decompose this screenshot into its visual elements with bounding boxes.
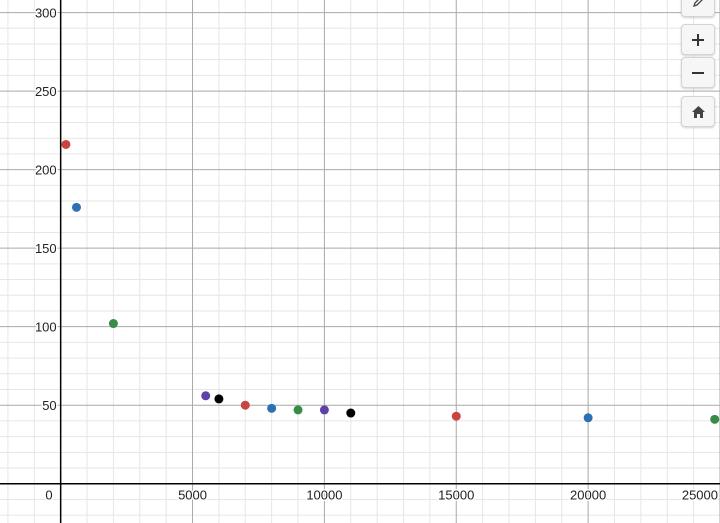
y-tick-label: 250	[35, 84, 57, 99]
y-tick-label: 200	[35, 163, 57, 178]
x-tick-label: 15000	[438, 488, 474, 503]
minus-icon	[692, 71, 704, 74]
data-point	[71, 202, 81, 212]
y-tick-label: 50	[42, 398, 56, 413]
data-point	[201, 391, 211, 401]
pencil-icon	[692, 0, 703, 7]
data-point	[293, 405, 303, 415]
data-point	[240, 400, 250, 410]
data-point	[583, 413, 593, 423]
data-point	[61, 139, 71, 149]
zoom-in-button[interactable]	[681, 24, 715, 55]
y-tick-label: 150	[35, 241, 57, 256]
x-tick-label: 25000	[682, 488, 718, 503]
origin-label: 0	[45, 488, 52, 503]
zoom-out-button[interactable]	[681, 57, 715, 88]
x-tick-label: 5000	[178, 488, 207, 503]
y-tick-label: 100	[35, 320, 57, 335]
data-points	[61, 139, 720, 424]
x-tick-label: 10000	[306, 488, 342, 503]
home-button[interactable]	[681, 96, 715, 127]
data-point	[214, 394, 224, 404]
data-point	[451, 411, 461, 421]
y-tick-label: 300	[35, 6, 57, 21]
tick-labels: 5000 10000 15000 20000 25000 50 100 150 200 250 30…	[33, 4, 719, 504]
home-icon	[691, 105, 705, 118]
data-point	[346, 408, 356, 418]
data-point	[267, 403, 277, 413]
data-point	[108, 319, 118, 329]
plus-icon	[692, 33, 704, 46]
data-point	[319, 405, 329, 415]
data-point	[710, 414, 720, 424]
edit-button[interactable]	[681, 0, 715, 17]
x-tick-label: 20000	[570, 488, 606, 503]
